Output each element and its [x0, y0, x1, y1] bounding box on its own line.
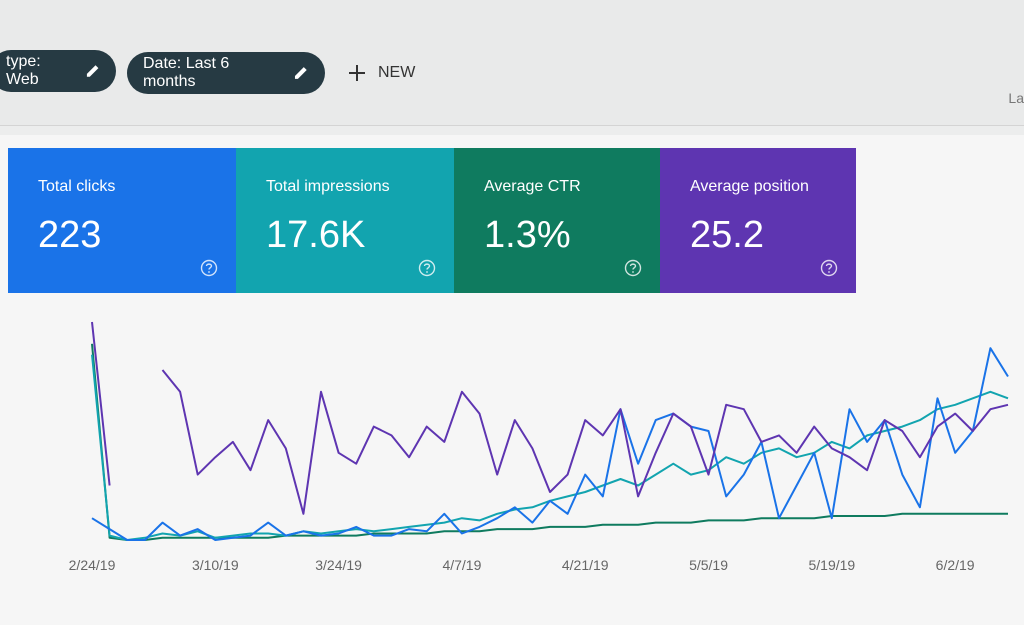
x-tick-label: 5/19/19 [808, 557, 855, 573]
metric-value: 25.2 [690, 214, 764, 256]
truncated-text: La [1008, 90, 1024, 106]
help-icon[interactable] [418, 259, 436, 277]
filter-chip[interactable]: Date: Last 6 months [127, 52, 325, 94]
series-line [91, 347, 1009, 541]
series-line [91, 354, 1009, 541]
metric-label: Average position [690, 178, 809, 195]
edit-icon [295, 67, 308, 79]
x-tick-label: 3/24/19 [315, 557, 362, 573]
new-button[interactable]: NEW [348, 64, 415, 82]
new-label: NEW [378, 64, 416, 81]
x-tick-label: 3/10/19 [192, 557, 239, 573]
chip-label: Date: Last 6 months [143, 55, 230, 90]
x-tick-label: 5/5/19 [689, 557, 728, 573]
x-tick-label: 4/21/19 [562, 557, 609, 573]
series-line [91, 343, 1008, 541]
metric-value: 17.6K [266, 214, 366, 256]
metric-label: Average CTR [484, 178, 581, 195]
metric-value: 223 [38, 214, 102, 256]
x-tick-label: 6/2/19 [936, 557, 975, 573]
help-icon[interactable] [820, 259, 838, 277]
filter-chip[interactable]: type: Web [0, 50, 116, 92]
x-tick-label: 2/24/19 [69, 557, 116, 573]
chip-label: type: Web [6, 53, 41, 88]
plus-icon [349, 65, 365, 81]
metric-card[interactable]: Average CTR 1.3% [454, 148, 660, 293]
metric-card[interactable]: Average position 25.2 [660, 148, 856, 293]
help-icon[interactable] [200, 259, 218, 277]
metric-label: Total clicks [38, 178, 116, 195]
edit-icon [86, 65, 99, 77]
metric-card[interactable]: Total clicks 223 [8, 148, 236, 293]
x-tick-label: 4/7/19 [442, 557, 481, 573]
chart: 2/24/19 3/10/19 3/24/19 4/7/19 4/21/19 5/5/19… [69, 321, 1009, 573]
metric-label: Total impressions [266, 178, 390, 195]
help-icon[interactable] [624, 259, 642, 277]
metric-value: 1.3% [484, 214, 571, 256]
series-line [91, 321, 1009, 515]
toolbar: type: Web Date: Last 6 months NEW La [0, 0, 1024, 126]
metric-card[interactable]: Total impressions 17.6K [236, 148, 454, 293]
